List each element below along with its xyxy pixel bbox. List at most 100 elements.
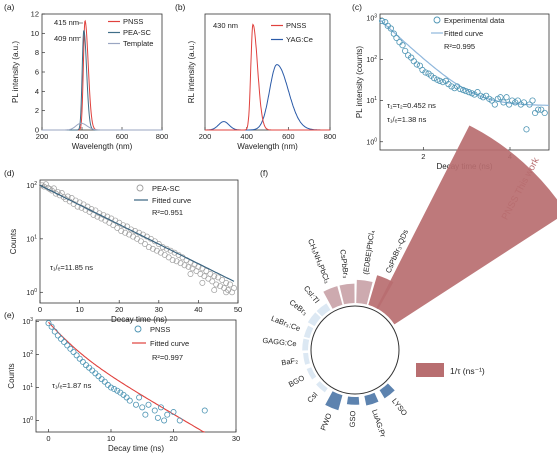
f-wedge xyxy=(379,383,395,399)
d-xlabel: Decay time (ns) xyxy=(111,315,167,324)
a-xlabel: Wavelength (nm) xyxy=(72,142,133,151)
chart-c: (c)10010110210324Decay time (ns)PL inten… xyxy=(352,2,550,171)
a-annotation-415: 415 nm xyxy=(54,18,79,27)
e-data-point xyxy=(114,387,121,394)
d-data-point xyxy=(211,273,218,280)
c-data-point xyxy=(488,97,495,104)
c-ytick-label: 100 xyxy=(366,137,377,146)
panel-label-d: (d) xyxy=(4,168,15,178)
f-category-label: CH₃NH₃PbCl₃ xyxy=(306,238,332,285)
d-ylabel: Counts xyxy=(9,229,18,254)
c-data-point xyxy=(410,58,417,65)
c-tau: τ₁/ₑ=1.38 ns xyxy=(387,115,427,124)
e-xtick-label: 0 xyxy=(46,434,50,443)
d-fitted-curve xyxy=(39,184,235,282)
d-data-point xyxy=(122,229,129,236)
c-data-point xyxy=(379,17,386,25)
c-data-point xyxy=(523,126,530,133)
chart-e: (e) 100 101 102 103 0 10 20 30 Decay time (ns) Cou… xyxy=(4,310,240,453)
f-wedge xyxy=(356,279,373,305)
panel-label-f: (f) xyxy=(260,168,268,178)
f-wedge xyxy=(303,325,314,339)
d-ytick-label: 102 xyxy=(26,181,37,190)
d-data-point xyxy=(118,228,125,234)
e-xtick-label: 20 xyxy=(169,434,177,443)
f-wedge xyxy=(364,392,379,406)
d-data-point xyxy=(201,273,208,280)
e-data-point xyxy=(126,397,133,404)
b-series-pnss xyxy=(205,23,330,131)
c-data-point xyxy=(393,34,400,42)
e-legend-label: PNSS xyxy=(150,325,170,334)
c-data-point xyxy=(436,77,443,84)
e-data-point xyxy=(176,417,183,424)
c-xtick-label: 2 xyxy=(421,152,425,161)
e-data-point xyxy=(73,352,80,359)
panel-label-c: (c) xyxy=(352,2,362,12)
c-data-point xyxy=(506,101,513,108)
d-data-point xyxy=(187,271,194,277)
c-data-point xyxy=(422,69,429,76)
c-legend-label: Fitted curve xyxy=(444,29,483,38)
c-data-point xyxy=(514,97,521,104)
c-data-point xyxy=(497,94,504,101)
b-series-yag xyxy=(205,64,330,131)
c-data-point xyxy=(474,89,481,96)
f-category-label: LaBr₃:Ce xyxy=(270,314,302,333)
a-ytick-label: 2 xyxy=(35,106,39,115)
f-wedge xyxy=(306,367,317,380)
e-data-point xyxy=(132,401,139,408)
a-ytick-label: 0 xyxy=(35,126,39,135)
c-r2: R²=0.995 xyxy=(444,42,475,51)
d-xtick-label: 50 xyxy=(234,305,242,314)
f-category-label: CsI xyxy=(305,390,319,404)
f-wedge xyxy=(307,312,321,327)
d-data-point xyxy=(141,241,148,247)
panel-label-e: (e) xyxy=(4,310,15,320)
e-xtick-label: 10 xyxy=(107,434,115,443)
c-ytick-label: 101 xyxy=(366,96,377,105)
d-data-point xyxy=(114,224,121,231)
e-data-point xyxy=(70,348,77,355)
a-legend-label: PNSS xyxy=(123,17,143,26)
axes-frame xyxy=(204,13,331,131)
d-data-point xyxy=(169,257,176,264)
e-tau: τ₁/ₑ=1.87 ns xyxy=(52,381,92,390)
a-legend-label: Template xyxy=(123,39,153,48)
a-ytick-label: 10 xyxy=(31,29,39,38)
a-ytick-label: 12 xyxy=(31,10,39,19)
d-legend-marker xyxy=(136,184,144,192)
c-data-point xyxy=(541,109,548,117)
d-data-point xyxy=(173,258,180,265)
c-data-point xyxy=(529,97,536,104)
d-ytick-label: 100 xyxy=(26,288,37,297)
c-tau-equal: τ₁=τ₂=0.452 ns xyxy=(387,101,436,110)
c-data-point xyxy=(457,85,464,93)
f-legend-swatch xyxy=(416,363,444,377)
f-wedge xyxy=(368,275,394,310)
d-data-point xyxy=(199,279,206,286)
d-xtick-label: 10 xyxy=(75,305,83,314)
f-category-label: GSO xyxy=(348,410,358,427)
d-data-point xyxy=(161,251,168,258)
d-r2: R²=0.951 xyxy=(152,208,183,217)
c-data-point xyxy=(503,94,510,101)
d-xtick-label: 30 xyxy=(155,305,163,314)
d-data-point xyxy=(223,289,230,296)
e-xlabel: Decay time (ns) xyxy=(108,444,164,453)
c-data-point xyxy=(491,101,498,108)
d-data-point xyxy=(52,190,59,197)
d-data-point xyxy=(149,245,156,252)
d-data-point xyxy=(203,268,210,274)
d-legend-label: PEA-SC xyxy=(152,184,181,193)
e-data-point xyxy=(95,373,102,380)
c-data-point xyxy=(396,39,403,46)
f-category-label: PWO xyxy=(318,412,333,432)
a-ytick-label: 8 xyxy=(35,48,39,57)
chart-b: (b) 200 400 600 800 Wavelength (nm) RL intensi… xyxy=(175,2,336,151)
f-wedge xyxy=(325,391,343,411)
a-ytick-label: 4 xyxy=(35,87,39,96)
d-data-point xyxy=(231,285,237,292)
